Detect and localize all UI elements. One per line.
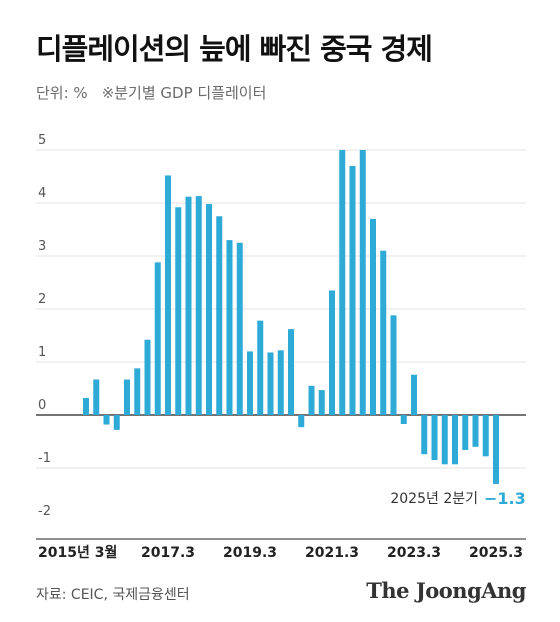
unit-label: 단위: % [36, 84, 88, 102]
bar-2022.4 [380, 250, 387, 415]
bar-2017.3 [165, 175, 171, 415]
bar-2019.4 [257, 320, 264, 415]
bar-2020.3 [288, 329, 294, 415]
bar-2017.2 [154, 262, 161, 415]
bar-2023.3 [411, 374, 417, 415]
bar-2025.2 [482, 415, 489, 457]
source-text: 자료: CEIC, 국제금융센터 [36, 587, 190, 603]
bar-2017.1 [144, 339, 151, 415]
y-tick-label: 4 [38, 186, 46, 201]
y-tick-label: 3 [38, 239, 46, 254]
x-tick-label: 2017.3 [141, 545, 195, 561]
x-tick-label: 2019.3 [223, 545, 277, 561]
subtitle-note: ※분기별 GDP 디플레이터 [101, 84, 267, 102]
bar-2024.1 [431, 415, 438, 461]
bar-2018.4 [216, 216, 223, 415]
bar-2022.2 [359, 150, 366, 415]
bar-2017.4 [175, 207, 182, 415]
x-tick-label: 2015년 3월 [38, 544, 117, 561]
bar-2022.3 [370, 218, 376, 415]
bar-2019.1 [226, 240, 233, 415]
bar-2020.1 [267, 352, 274, 415]
bar-2016.1 [103, 415, 110, 425]
bar-2019.3 [247, 351, 253, 415]
bar-2023.2 [400, 415, 407, 425]
annotation-value: −1.3 [484, 489, 526, 508]
bar-2019.2 [236, 242, 243, 415]
bar-2016.3 [124, 379, 130, 415]
y-tick-label: -2 [38, 504, 51, 519]
bar-2021.1 [308, 385, 315, 415]
bar-2025.3 [493, 415, 499, 484]
bar-2024.2 [441, 415, 448, 465]
x-tick-label: 2023.3 [387, 545, 441, 561]
bar-2021.3 [329, 290, 335, 415]
annotation-label: 2025년 2분기 [390, 491, 478, 507]
chart-subtitle: 단위: % ※분기별 GDP 디플레이터 [36, 82, 266, 103]
bar-2025.1 [472, 415, 479, 447]
y-tick-label: 0 [38, 398, 46, 413]
joongang-logo: The JoongAng [366, 578, 526, 603]
bar-2018.2 [195, 196, 202, 415]
bar-2021.2 [318, 390, 325, 415]
bar-2023.4 [421, 415, 428, 455]
bar-2018.3 [206, 204, 212, 415]
bar-2024.4 [462, 415, 469, 450]
bar-2024.3 [452, 415, 458, 465]
bar-2022.1 [349, 165, 356, 415]
bar-2015.3 [83, 398, 89, 415]
y-tick-label: 2 [38, 292, 46, 307]
y-tick-label: 1 [38, 345, 46, 360]
x-tick-label: 2025.3 [469, 545, 523, 561]
bar-2018.1 [185, 196, 192, 415]
y-tick-label: -1 [38, 451, 51, 466]
bar-2020.2 [277, 350, 284, 415]
chart-title: 디플레이션의 늪에 빠진 중국 경제 [36, 32, 433, 66]
bar-2015.4 [93, 379, 100, 415]
y-tick-label: 5 [38, 133, 46, 148]
bar-2016.4 [134, 368, 141, 415]
bar-2023.1 [390, 315, 397, 415]
bar-2021.4 [339, 150, 346, 415]
x-tick-label: 2021.3 [305, 545, 359, 561]
bar-2020.4 [298, 415, 305, 428]
bar-2016.2 [113, 415, 120, 430]
